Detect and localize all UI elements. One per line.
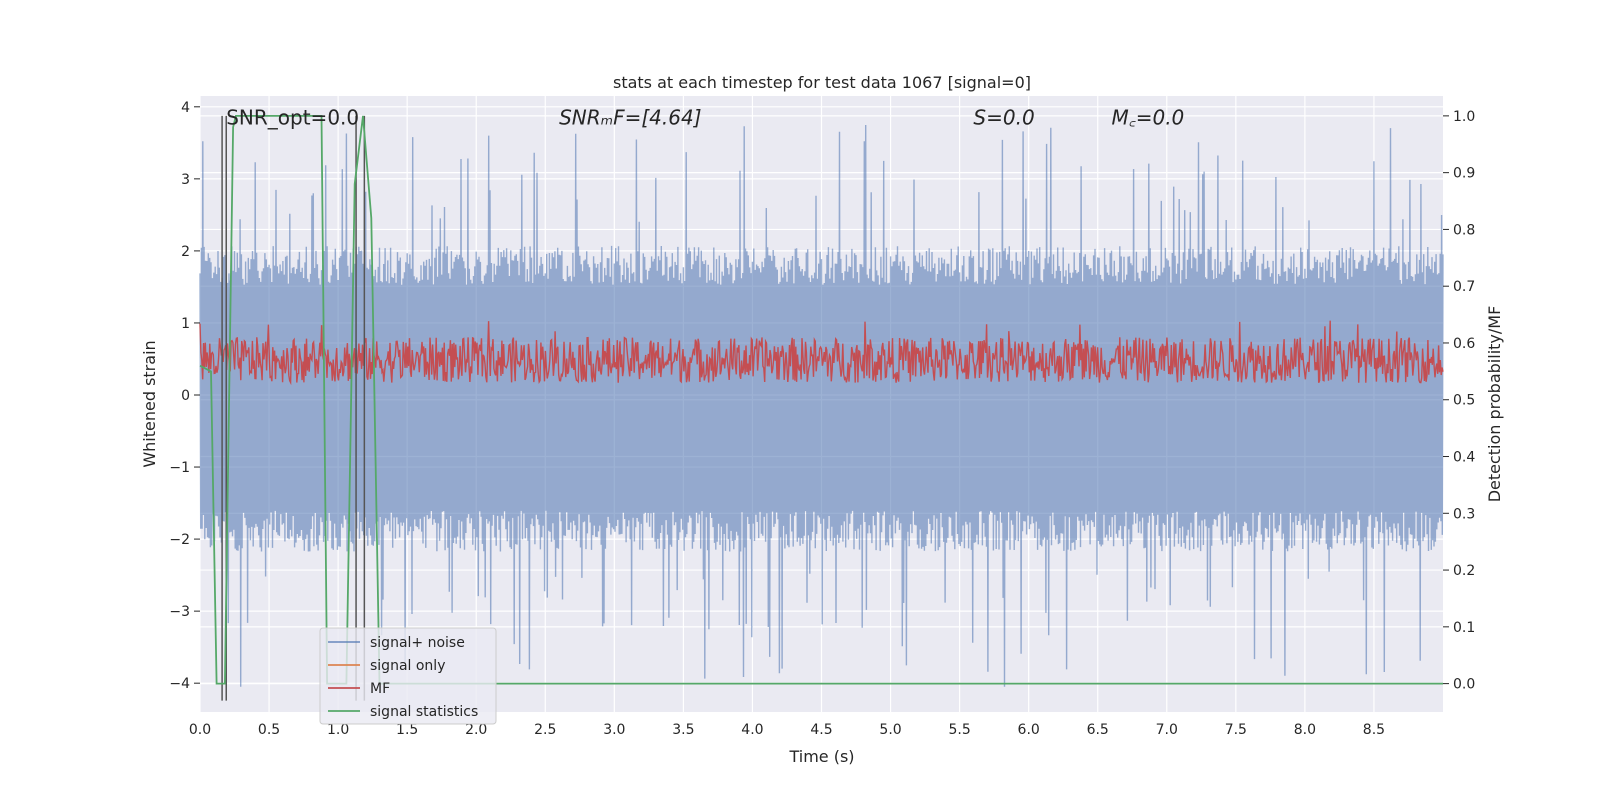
y2-tick-label: 0.1 — [1453, 620, 1475, 636]
mf-line — [199, 320, 1444, 386]
y2-tick-label: 0.2 — [1453, 563, 1475, 579]
y-tick-label: −3 — [169, 604, 190, 620]
chart-title: stats at each timestep for test data 106… — [613, 73, 1031, 92]
x-tick-label: 8.5 — [1363, 722, 1385, 738]
y2-tick-label: 0.4 — [1453, 450, 1475, 466]
y2-tick-label: 1.0 — [1453, 109, 1475, 125]
y-tick-label: 3 — [181, 172, 190, 188]
y-axis-left-label: Whitened strain — [140, 340, 159, 467]
annotation-text: SNR_opt=0.0 — [226, 106, 359, 130]
x-tick-label: 0.5 — [258, 722, 280, 738]
x-tick-label: 3.5 — [672, 722, 694, 738]
y-tick-label: 1 — [181, 316, 190, 332]
y2-tick-label: 0.3 — [1453, 506, 1475, 522]
x-axis-label: Time (s) — [788, 747, 854, 766]
y2-tick-label: 0.9 — [1453, 166, 1475, 182]
x-tick-label: 6.0 — [1018, 722, 1040, 738]
y-tick-label: 4 — [181, 100, 190, 116]
x-tick-label: 5.0 — [879, 722, 901, 738]
x-tick-label: 0.0 — [189, 722, 211, 738]
x-tick-label: 8.0 — [1294, 722, 1316, 738]
y2-tick-label: 0.7 — [1453, 279, 1475, 295]
x-tick-label: 4.0 — [741, 722, 763, 738]
legend-label: signal only — [370, 658, 445, 674]
x-tick-label: 7.0 — [1156, 722, 1178, 738]
x-axis-ticks: 0.0 0.5 1.0 1.5 2.0 2.5 3.0 3.5 4.0 4.5 5.0 5.5 6.0 6… — [189, 722, 1385, 738]
y-tick-label: −2 — [169, 532, 190, 548]
signal-noise-line — [199, 124, 1444, 687]
y-tick-label: −4 — [169, 676, 190, 692]
legend-label: signal+ noise — [370, 635, 465, 651]
annotation-text: S=0.0 — [973, 106, 1034, 130]
y2-tick-label: 0.5 — [1453, 393, 1475, 409]
y-axis-right-label: Detection probability/MF — [1485, 306, 1504, 503]
y2-tick-label: 0.6 — [1453, 336, 1475, 352]
x-tick-label: 4.5 — [810, 722, 832, 738]
y-tick-label: −1 — [169, 460, 190, 476]
x-tick-label: 5.5 — [948, 722, 970, 738]
x-tick-label: 2.0 — [465, 722, 487, 738]
x-tick-label: 1.0 — [327, 722, 349, 738]
y2-tick-label: 0.0 — [1453, 677, 1475, 693]
legend-box — [319, 627, 497, 725]
x-tick-label: 7.5 — [1225, 722, 1247, 738]
y-axis-right-ticks: 0.0 0.1 0.2 0.3 0.4 0.5 0.6 0.7 0.8 0.9 1.0 — [1443, 109, 1475, 693]
y2-tick-label: 0.8 — [1453, 222, 1475, 238]
y-tick-label: 0 — [181, 388, 190, 404]
annotation-text: SNRₘF=[4.64] — [559, 106, 701, 130]
legend-label: signal statistics — [370, 704, 478, 720]
x-tick-label: 3.0 — [603, 722, 625, 738]
annotations: SNR_opt=0.0 SNRₘF=[4.64] S=0.0 M꜀=0.0 — [226, 106, 1184, 130]
legend: signal+ noise signal only MF signal statist… — [319, 627, 497, 725]
x-tick-label: 6.5 — [1087, 722, 1109, 738]
legend-label: MF — [370, 681, 390, 697]
x-tick-label: 1.5 — [396, 722, 418, 738]
x-tick-label: 2.5 — [534, 722, 556, 738]
y-tick-label: 2 — [181, 244, 190, 260]
y-axis-left-ticks: −4 −3 −2 −1 0 1 2 3 4 — [169, 100, 200, 692]
annotation-text: M꜀=0.0 — [1112, 106, 1185, 130]
